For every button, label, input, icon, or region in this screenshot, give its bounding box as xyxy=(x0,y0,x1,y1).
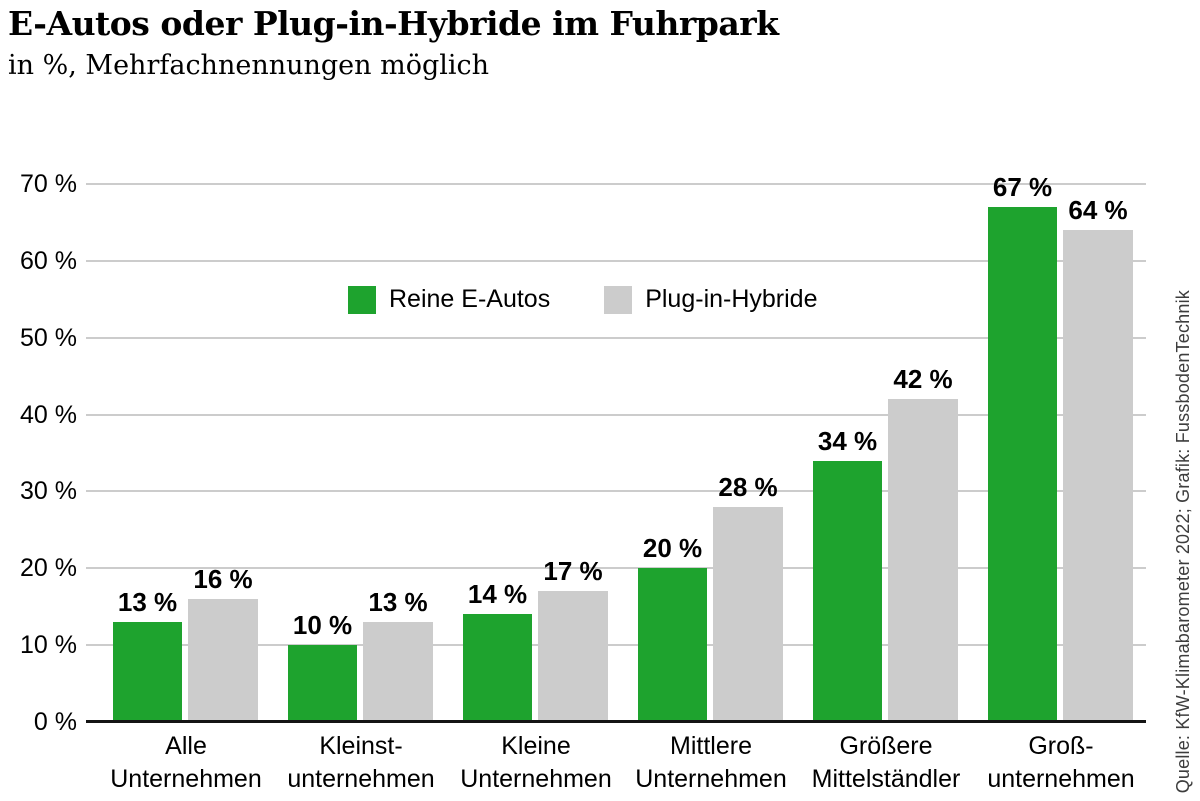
bar-green-4 xyxy=(813,460,882,722)
y-axis-label-20: 20 % xyxy=(20,554,77,583)
y-axis-label-10: 10 % xyxy=(20,631,77,660)
value-label-gray-1: 13 % xyxy=(368,587,428,618)
value-label-gray-5: 64 % xyxy=(1068,195,1128,226)
x-axis-line xyxy=(86,720,1146,723)
value-label-green-0: 13 % xyxy=(117,587,178,618)
bar-green-5 xyxy=(988,207,1057,722)
legend-item-reine-e-autos: Reine E-Autos xyxy=(348,285,550,314)
legend-item-plug-in-hybride: Plug-in-Hybride xyxy=(604,285,818,314)
bar-gray-4 xyxy=(888,399,958,722)
legend-swatch-gray-icon xyxy=(604,285,633,314)
gridline-10 xyxy=(86,644,1146,647)
y-axis-label-70: 70 % xyxy=(20,170,77,198)
bar-green-0 xyxy=(113,622,182,722)
chart-header: E-Autos oder Plug-in-Hybride im Fuhrpark… xyxy=(8,4,779,81)
bar-gray-1 xyxy=(363,622,433,722)
chart-subtitle: in %, Mehrfachnennungen möglich xyxy=(8,50,490,81)
value-label-green-1: 10 % xyxy=(292,610,353,641)
chart-legend: Reine E-Autos Plug-in-Hybride xyxy=(348,285,818,314)
value-label-green-2: 14 % xyxy=(467,579,528,610)
bar-gray-2 xyxy=(538,591,608,722)
category-label-5: Groß- unternehmen xyxy=(987,732,1135,793)
value-label-green-5: 67 % xyxy=(992,172,1053,203)
y-axis-label-40: 40 % xyxy=(20,400,77,429)
legend-swatch-green-icon xyxy=(348,285,376,314)
bar-green-1 xyxy=(288,645,357,722)
y-axis-label-0: 0 % xyxy=(33,708,77,736)
value-label-gray-3: 28 % xyxy=(718,471,778,502)
value-label-gray-0: 16 % xyxy=(193,564,253,595)
bar-gray-0 xyxy=(188,599,258,722)
y-axis-label-60: 60 % xyxy=(20,246,77,275)
category-label-1: Kleinst- unternehmen xyxy=(287,732,435,793)
bar-green-2 xyxy=(463,614,532,722)
gridline-70 xyxy=(86,183,1146,185)
value-label-gray-2: 17 % xyxy=(543,556,603,587)
value-label-green-4: 34 % xyxy=(817,425,878,456)
category-label-0: Alle Unternehmen xyxy=(110,732,262,793)
gridline-40 xyxy=(86,413,1146,416)
legend-label-plug-in-hybride: Plug-in-Hybride xyxy=(645,285,818,313)
category-label-2: Kleine Unternehmen xyxy=(460,732,612,793)
value-label-green-3: 20 % xyxy=(642,533,703,564)
category-label-4: Größere Mittelständler xyxy=(811,732,961,793)
bar-gray-5 xyxy=(1063,230,1133,722)
gridline-60 xyxy=(86,259,1146,262)
gridline-30 xyxy=(86,490,1146,493)
value-label-gray-4: 42 % xyxy=(893,364,953,395)
category-label-3: Mittlere Unternehmen xyxy=(635,732,787,793)
gridline-20 xyxy=(86,567,1146,570)
y-axis-label-50: 50 % xyxy=(20,323,77,352)
chart-title: E-Autos oder Plug-in-Hybride im Fuhrpark xyxy=(8,4,779,43)
bar-gray-3 xyxy=(713,506,783,722)
bar-green-3 xyxy=(638,568,707,722)
legend-label-reine-e-autos: Reine E-Autos xyxy=(389,285,551,313)
gridline-50 xyxy=(86,336,1146,339)
source-note: Quelle: KfW-Klimabarometer 2022; Grafik:… xyxy=(1173,289,1193,793)
y-axis-label-30: 30 % xyxy=(20,477,77,506)
